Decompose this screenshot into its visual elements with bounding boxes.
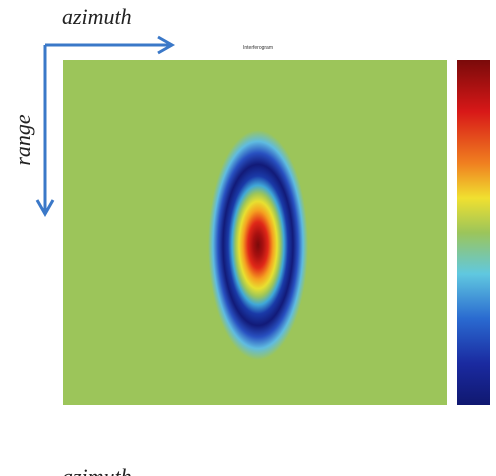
figure: Interferogram azimuth range azimuth — [0, 0, 496, 476]
range-label: range — [10, 114, 35, 166]
azimuth-label: azimuth — [62, 4, 132, 29]
caption: azimuth — [62, 464, 132, 476]
plot-title: Interferogram — [243, 45, 273, 51]
interferogram-fringes — [208, 130, 308, 360]
colorbar — [457, 60, 490, 405]
